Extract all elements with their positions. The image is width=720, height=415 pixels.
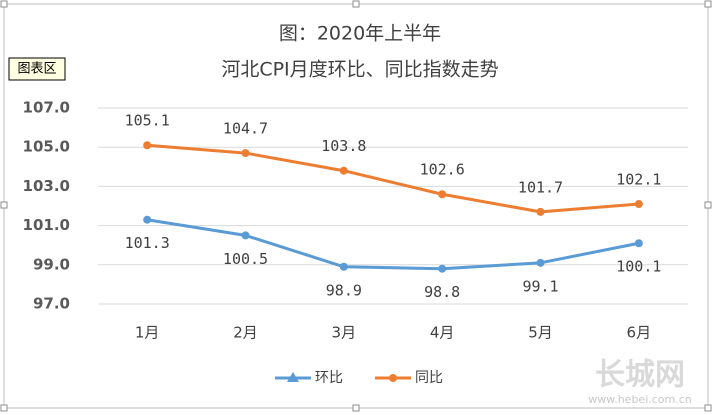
series-line (146, 218, 640, 271)
point (241, 231, 250, 240)
value-label: 100.5 (223, 250, 268, 268)
chart-subtitle: 河北CPI月度环比、同比指数走势 (221, 59, 498, 81)
value-label: 99.1 (522, 277, 558, 295)
point (634, 200, 643, 209)
point (339, 262, 348, 271)
y-tick-label: 97.0 (33, 295, 70, 313)
point (143, 215, 152, 224)
point (438, 264, 447, 273)
point (438, 190, 447, 199)
watermark-logo: 长城网 (595, 358, 685, 393)
value-label: 98.8 (424, 283, 460, 301)
series-line (147, 143, 639, 214)
value-label: 105.1 (125, 112, 170, 130)
y-tick-label: 105.0 (23, 138, 70, 156)
x-tick-label: 2月 (233, 324, 258, 342)
y-tick-label: 101.0 (23, 216, 70, 234)
point (634, 239, 643, 248)
grid (98, 107, 688, 305)
value-label: 102.1 (616, 171, 661, 189)
legend-marker (389, 374, 397, 382)
x-tick-label: 5月 (528, 324, 553, 342)
x-tick-label: 1月 (135, 324, 160, 342)
chart-area-tag (8, 57, 66, 81)
point (143, 141, 152, 150)
y-tick-label: 99.0 (33, 255, 70, 273)
watermark-url: www.hebei.com.cn (588, 393, 692, 406)
point (536, 207, 545, 216)
chart-title: 图：2020年上半年 (279, 23, 441, 45)
value-label: 102.6 (420, 161, 465, 179)
value-label: 101.3 (125, 234, 170, 252)
y-tick-label: 107.0 (23, 99, 70, 117)
point (241, 149, 250, 158)
chart-frame (3, 3, 709, 409)
value-label: 104.7 (223, 120, 268, 138)
value-label: 98.9 (326, 281, 362, 299)
value-label: 103.8 (321, 137, 366, 155)
y-tick-label: 103.0 (23, 177, 70, 195)
legend-label: 环比 (315, 370, 343, 386)
x-tick-label: 6月 (627, 324, 652, 342)
chart-area-label: 图表区 (17, 62, 56, 77)
legend-marker (287, 372, 299, 382)
value-label: 100.1 (616, 258, 661, 276)
point (339, 166, 348, 175)
legend-label: 同比 (415, 370, 443, 386)
value-label: 101.7 (518, 178, 563, 196)
x-tick-label: 4月 (430, 324, 455, 342)
point (536, 258, 545, 267)
x-tick-label: 3月 (332, 324, 357, 342)
